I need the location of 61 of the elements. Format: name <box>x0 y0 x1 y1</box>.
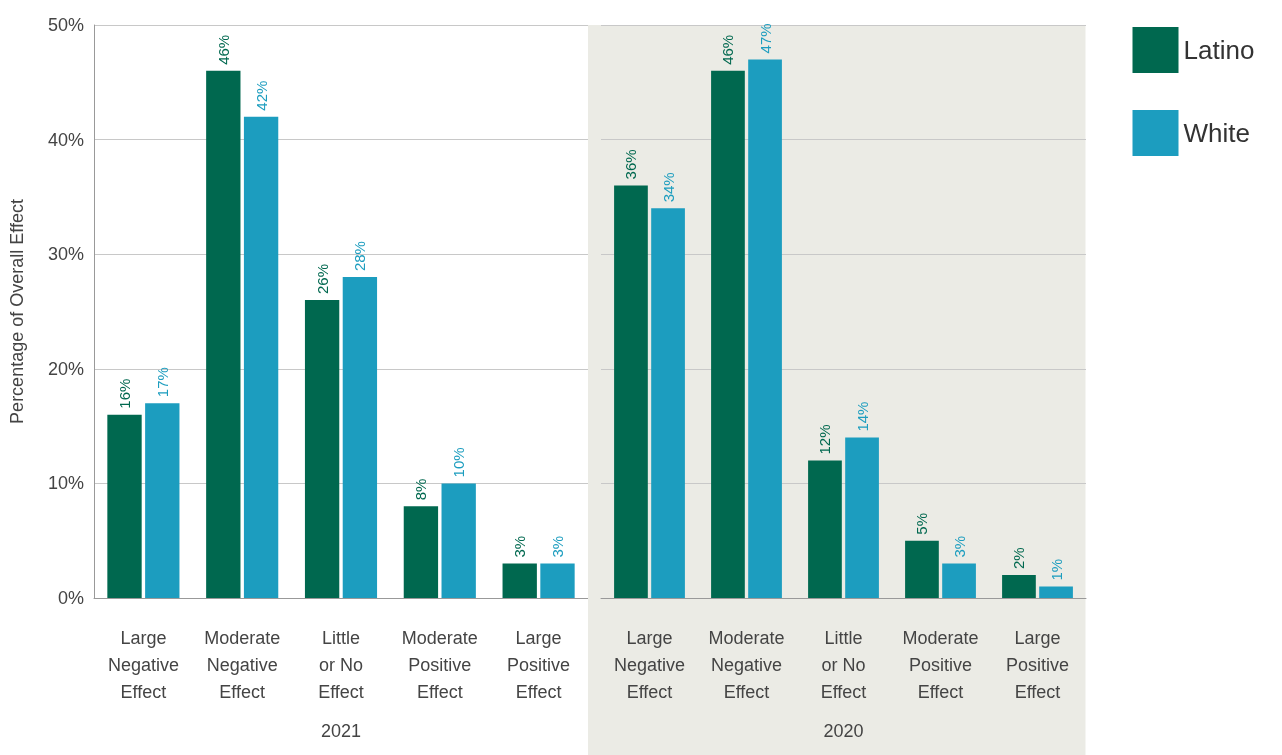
bar <box>342 277 378 598</box>
data-label: 3% <box>511 535 529 558</box>
data-label: 14% <box>853 401 871 432</box>
y-tick-label: 10% <box>47 473 84 494</box>
bar <box>1001 575 1036 598</box>
data-label: 2% <box>1009 547 1027 570</box>
x-tick-label: Large Negative Effect <box>107 627 179 702</box>
bar <box>243 116 279 598</box>
data-label: 46% <box>718 34 736 65</box>
bar <box>441 483 476 598</box>
data-label: 42% <box>252 80 270 111</box>
data-label: 16% <box>116 378 134 409</box>
bar <box>1038 586 1073 598</box>
y-tick-label: 30% <box>47 244 84 265</box>
bar <box>304 300 340 598</box>
x-axis-title: 2020 <box>822 721 864 741</box>
data-label: 34% <box>659 172 677 203</box>
y-tick-label: 40% <box>47 129 84 150</box>
y-tick-label: 20% <box>47 358 84 379</box>
bar <box>540 563 575 598</box>
x-tick-label: Moderate Negative Effect <box>707 627 785 702</box>
x-tick-label: Moderate Positive Effect <box>901 627 979 702</box>
data-label: 28% <box>351 241 369 272</box>
x-axis-title: 2021 <box>320 721 362 741</box>
x-tick-label: Little or No Effect <box>820 627 866 702</box>
bar <box>747 59 782 598</box>
x-tick-label: Moderate Negative Effect <box>204 627 281 702</box>
data-label: 17% <box>153 367 171 398</box>
bar <box>145 403 180 598</box>
data-label: 5% <box>912 513 930 535</box>
x-tick-label: Large Negative Effect <box>613 627 685 702</box>
bar <box>807 460 842 598</box>
data-label: 12% <box>815 424 833 455</box>
bar <box>904 540 939 598</box>
data-label: 36% <box>621 149 639 180</box>
x-tick-label: Moderate Positive Effect <box>401 627 478 702</box>
data-label: 3% <box>950 535 968 558</box>
bar <box>710 70 745 598</box>
y-tick-label: 0% <box>57 588 84 608</box>
data-label: 10% <box>450 447 468 478</box>
data-label: 26% <box>313 264 331 295</box>
data-label: 8% <box>412 478 430 501</box>
data-label: 46% <box>214 34 232 65</box>
legend-label: Latino <box>1183 35 1254 65</box>
data-label: 1% <box>1047 558 1065 581</box>
bar <box>502 563 537 598</box>
y-tick-label: 50% <box>47 15 84 35</box>
legend-label: White <box>1183 118 1250 148</box>
bar <box>941 563 976 598</box>
data-label: 3% <box>548 535 566 558</box>
data-label: 47% <box>756 23 774 54</box>
bar <box>613 185 648 598</box>
y-axis-title: Percentage of Overall Effect <box>7 199 27 424</box>
bar <box>650 208 685 598</box>
bar <box>107 414 142 598</box>
bar <box>844 437 879 598</box>
bar <box>206 70 241 598</box>
bar <box>403 506 439 598</box>
x-tick-label: Little or No Effect <box>318 627 364 702</box>
x-tick-label: Large Positive Effect <box>1005 627 1069 702</box>
x-tick-label: Large Positive Effect <box>507 627 571 702</box>
